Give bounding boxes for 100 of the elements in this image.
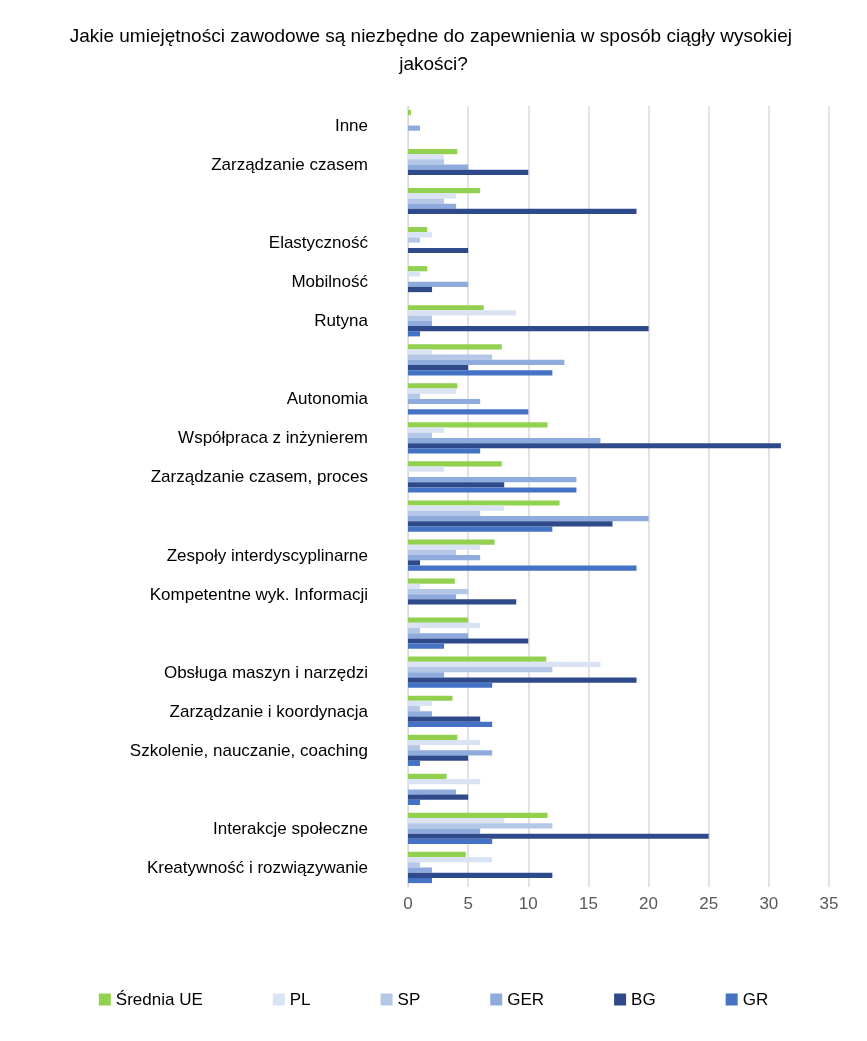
chart-title: Jakie umiejętności zawodowe są niezbędne do zapewnienia w sposób ciągły wysokiej jakości? xyxy=(69,24,798,74)
bar xyxy=(408,599,517,605)
bar xyxy=(408,789,457,795)
bar xyxy=(408,148,458,155)
legend-label: SP xyxy=(397,990,421,1009)
bar xyxy=(408,565,637,571)
bar xyxy=(408,487,577,493)
bar xyxy=(408,393,421,399)
bar xyxy=(408,760,421,766)
bar xyxy=(408,627,421,634)
bar xyxy=(408,838,493,845)
bar xyxy=(408,521,613,527)
bar xyxy=(408,227,428,233)
bar xyxy=(408,833,709,839)
y-tick-label: Autonomia xyxy=(286,389,369,409)
bar xyxy=(408,232,433,238)
y-tick-label: Zespoły interdyscyplinarne xyxy=(166,545,368,565)
bar xyxy=(408,773,447,779)
bar xyxy=(408,247,469,254)
bar xyxy=(408,271,421,277)
y-tick-label: Inne xyxy=(334,116,368,136)
bar xyxy=(408,823,553,829)
bar xyxy=(408,750,493,756)
bar xyxy=(408,193,457,199)
bar xyxy=(408,794,469,800)
x-tick-label: 15 xyxy=(578,894,598,913)
bar xyxy=(408,188,481,194)
bar xyxy=(408,560,421,566)
bar xyxy=(408,461,502,467)
legend-label: Średnia UE xyxy=(115,990,203,1009)
bar xyxy=(408,305,484,311)
legend-label: GR xyxy=(742,990,769,1009)
bar xyxy=(408,164,469,170)
x-tick-label: 5 xyxy=(463,894,473,913)
bar xyxy=(408,643,445,649)
bar xyxy=(408,154,445,160)
bar xyxy=(408,799,421,805)
bar xyxy=(408,476,577,483)
y-tick-label: Szkolenie, nauczanie, coaching xyxy=(129,740,368,760)
bar xyxy=(408,677,637,683)
x-tick-label: 25 xyxy=(699,894,719,913)
x-tick-label: 35 xyxy=(819,894,839,913)
y-tick-label: Obsługa maszyn i narzędzi xyxy=(163,662,368,682)
bar xyxy=(408,325,649,332)
legend-label: BG xyxy=(631,990,656,1009)
y-tick-label: Kreatywność i rozwiązywanie xyxy=(146,857,368,877)
bar xyxy=(408,359,565,366)
bar xyxy=(408,851,466,858)
bar xyxy=(408,734,458,740)
bar xyxy=(408,315,433,321)
x-tick-label: 10 xyxy=(518,894,538,913)
bar xyxy=(408,437,601,444)
y-tick-label: Kompetentne wyk. Informacji xyxy=(149,584,368,604)
bar xyxy=(408,555,481,561)
bar xyxy=(408,383,458,389)
bar xyxy=(408,700,433,707)
bar xyxy=(408,755,469,761)
bar xyxy=(408,877,433,884)
bar xyxy=(408,872,553,878)
bar xyxy=(408,198,445,204)
bar xyxy=(408,638,529,644)
bar xyxy=(408,169,529,175)
legend-label: PL xyxy=(289,990,311,1009)
bar xyxy=(408,427,445,433)
y-tick-label: Zarządzanie czasem xyxy=(211,155,368,175)
y-tick-label: Zarządzanie czasem, proces xyxy=(150,467,368,487)
bar xyxy=(408,672,445,678)
bar xyxy=(408,500,560,506)
x-tick-label: 0 xyxy=(403,894,413,913)
bar xyxy=(408,281,469,287)
bar xyxy=(408,331,421,337)
bar xyxy=(408,667,553,673)
bar xyxy=(408,159,445,165)
bar xyxy=(408,867,433,873)
bar xyxy=(408,432,433,438)
y-tick-label: Rutyna xyxy=(314,311,369,331)
bar xyxy=(408,716,481,722)
bar xyxy=(408,778,481,785)
bar xyxy=(408,370,553,376)
bar xyxy=(408,266,428,272)
bar xyxy=(408,583,421,589)
bar xyxy=(408,549,457,556)
bar xyxy=(408,812,548,819)
bar xyxy=(408,388,457,394)
bar xyxy=(408,125,421,131)
bar xyxy=(408,661,601,668)
bar xyxy=(408,354,493,360)
bar xyxy=(408,443,781,449)
x-tick-label: 30 xyxy=(759,894,779,913)
bar xyxy=(408,633,469,639)
bar xyxy=(408,349,433,355)
bar xyxy=(408,203,457,209)
legend-label: GER xyxy=(507,990,545,1009)
bar xyxy=(408,862,421,868)
bar xyxy=(408,398,481,405)
y-tick-label: Zarządzanie i koordynacja xyxy=(169,701,369,721)
bar xyxy=(408,617,469,623)
bar xyxy=(408,695,453,701)
bar xyxy=(408,448,481,454)
bar xyxy=(408,466,445,472)
